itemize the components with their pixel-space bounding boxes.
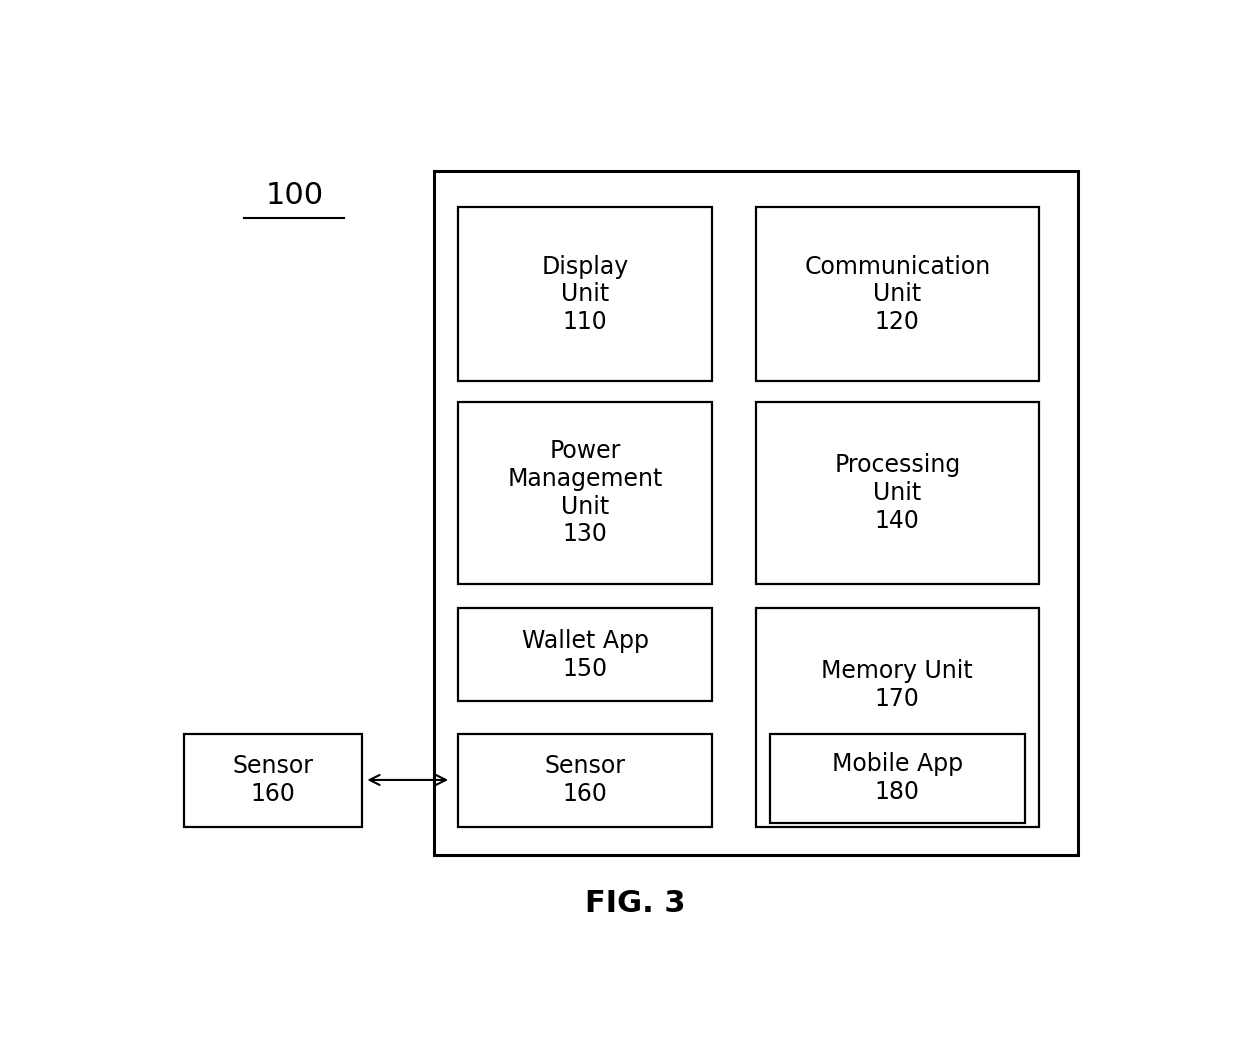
Text: Wallet App
150: Wallet App 150 [522, 629, 649, 681]
Bar [458, 608, 713, 702]
Text: Display
Unit
110: Display Unit 110 [542, 255, 629, 335]
Text: Communication
Unit
120: Communication Unit 120 [805, 255, 991, 335]
Text: Sensor
160: Sensor 160 [544, 754, 625, 806]
Bar [458, 734, 713, 827]
Bar [434, 170, 1078, 855]
Text: Power
Management
Unit
130: Power Management Unit 130 [507, 439, 662, 546]
Text: 100: 100 [265, 181, 324, 209]
Bar [770, 734, 1024, 823]
Text: Mobile App
180: Mobile App 180 [832, 752, 963, 804]
Bar [755, 402, 1039, 584]
Bar [458, 207, 713, 382]
Bar [184, 734, 362, 827]
Bar [755, 608, 1039, 827]
Text: FIG. 3: FIG. 3 [585, 889, 686, 918]
Text: Processing
Unit
140: Processing Unit 140 [835, 453, 961, 532]
Bar [458, 402, 713, 584]
Text: Memory Unit
170: Memory Unit 170 [821, 660, 973, 711]
Text: Sensor
160: Sensor 160 [232, 754, 314, 806]
Bar [755, 207, 1039, 382]
